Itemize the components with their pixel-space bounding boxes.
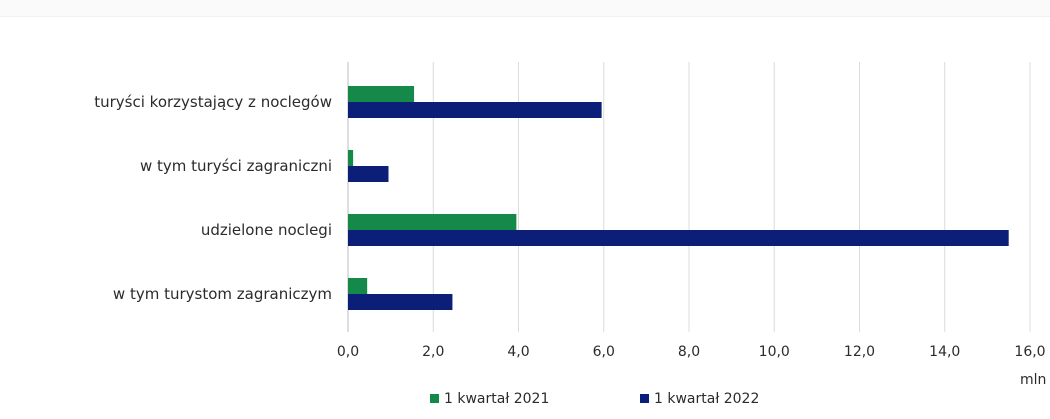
top-strip [0, 0, 1050, 17]
x-unit-label: mln [1020, 372, 1046, 388]
bar [348, 230, 1009, 246]
x-tick-label: 8,0 [678, 344, 700, 360]
legend-item: 1 kwartał 2022 [640, 391, 759, 407]
category-labels: turyści korzystający z noclegów w tym tur… [94, 93, 332, 303]
x-tick-label: 2,0 [422, 344, 444, 360]
x-tick-label: 14,0 [929, 344, 960, 360]
bars [348, 86, 1009, 310]
bar [348, 150, 354, 166]
x-tick-label: 10,0 [759, 344, 790, 360]
legend-item: 1 kwartał 2021 [430, 391, 549, 407]
legend-label: 1 kwartał 2022 [654, 391, 759, 407]
category-label: turyści korzystający z noclegów [94, 93, 332, 111]
legend: 1 kwartał 2021 1 kwartał 2022 [430, 391, 759, 407]
x-tick-label: 12,0 [844, 344, 875, 360]
x-tick-label: 4,0 [507, 344, 529, 360]
bar [348, 294, 453, 310]
bar [348, 86, 415, 102]
bar [348, 166, 389, 182]
legend-swatch [640, 394, 649, 403]
category-label: w tym turystom zagraniczym [113, 285, 332, 303]
x-tick-labels: 0,0 2,0 4,0 6,0 8,0 10,0 12,0 14,0 16,0 [337, 344, 1046, 360]
category-label: udzielone noclegi [201, 221, 332, 239]
legend-label: 1 kwartał 2021 [444, 391, 549, 407]
bar [348, 278, 368, 294]
x-tick-label: 16,0 [1014, 344, 1045, 360]
x-tick-label: 6,0 [593, 344, 615, 360]
bar [348, 214, 517, 230]
x-tick-label: 0,0 [337, 344, 359, 360]
category-label: w tym turyści zagraniczni [140, 157, 332, 175]
bar [348, 102, 602, 118]
legend-swatch [430, 394, 439, 403]
